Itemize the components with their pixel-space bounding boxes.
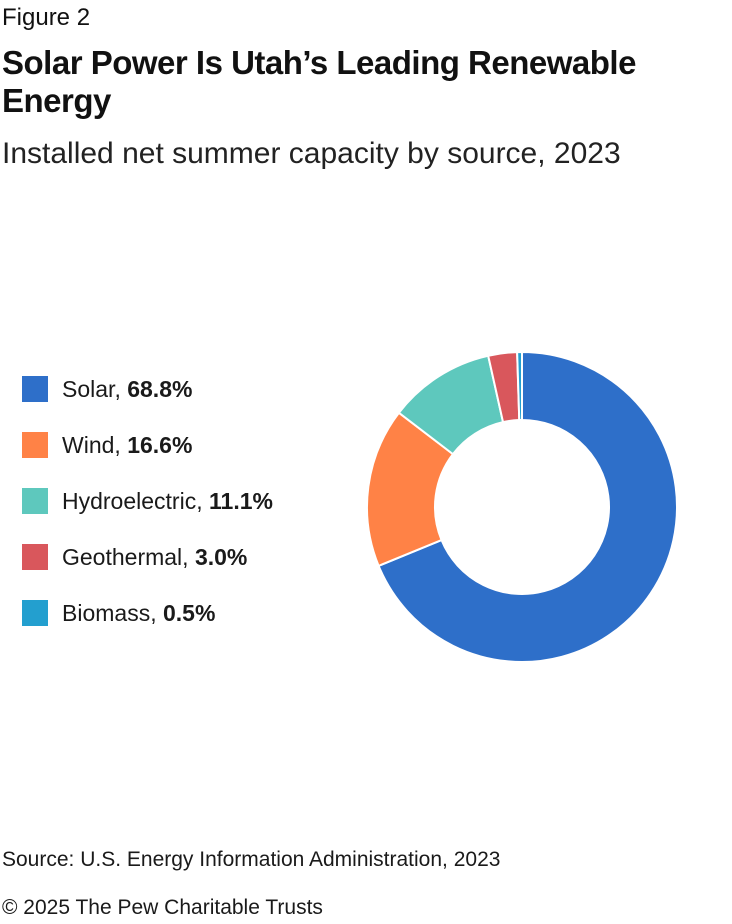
source-note: Source: U.S. Energy Information Administ… <box>2 848 501 871</box>
legend-label-solar: Solar, 68.8% <box>62 376 193 402</box>
legend-label-biomass: Biomass, 0.5% <box>62 600 216 626</box>
legend-item-wind: Wind, 16.6% <box>22 428 192 462</box>
legend-value-biomass: 0.5% <box>162 600 216 626</box>
legend-swatch-biomass <box>22 600 48 626</box>
copyright-note: © 2025 The Pew Charitable Trusts <box>2 896 323 919</box>
legend-item-solar: Solar, 68.8% <box>22 372 192 406</box>
slice-solar <box>377 350 678 663</box>
legend-swatch-wind <box>22 432 48 458</box>
donut-chart <box>366 350 678 663</box>
slice-biomass <box>516 350 523 422</box>
legend-item-biomass: Biomass, 0.5% <box>22 596 215 630</box>
figure-label: Figure 2 <box>2 4 91 31</box>
chart-subtitle: Installed net summer capacity by source,… <box>2 137 621 170</box>
legend-value-geothermal: 3.0% <box>194 544 248 570</box>
legend-value-hydroelectric: 11.1% <box>209 488 273 514</box>
legend-label-geothermal: Geothermal, 3.0% <box>62 544 248 570</box>
legend-label-hydroelectric: Hydroelectric, 11.1% <box>62 488 273 514</box>
legend-label-wind: Wind, 16.6% <box>62 432 193 458</box>
legend-value-wind: 16.6% <box>127 432 193 458</box>
legend-value-solar: 68.8% <box>127 376 193 402</box>
legend-item-hydroelectric: Hydroelectric, 11.1% <box>22 484 273 518</box>
chart-title: Solar Power Is Utah’s Leading Renewable … <box>2 44 636 119</box>
legend-swatch-hydroelectric <box>22 488 48 514</box>
legend-swatch-solar <box>22 376 48 402</box>
legend-swatch-geothermal <box>22 544 48 570</box>
legend-item-geothermal: Geothermal, 3.0% <box>22 540 247 574</box>
